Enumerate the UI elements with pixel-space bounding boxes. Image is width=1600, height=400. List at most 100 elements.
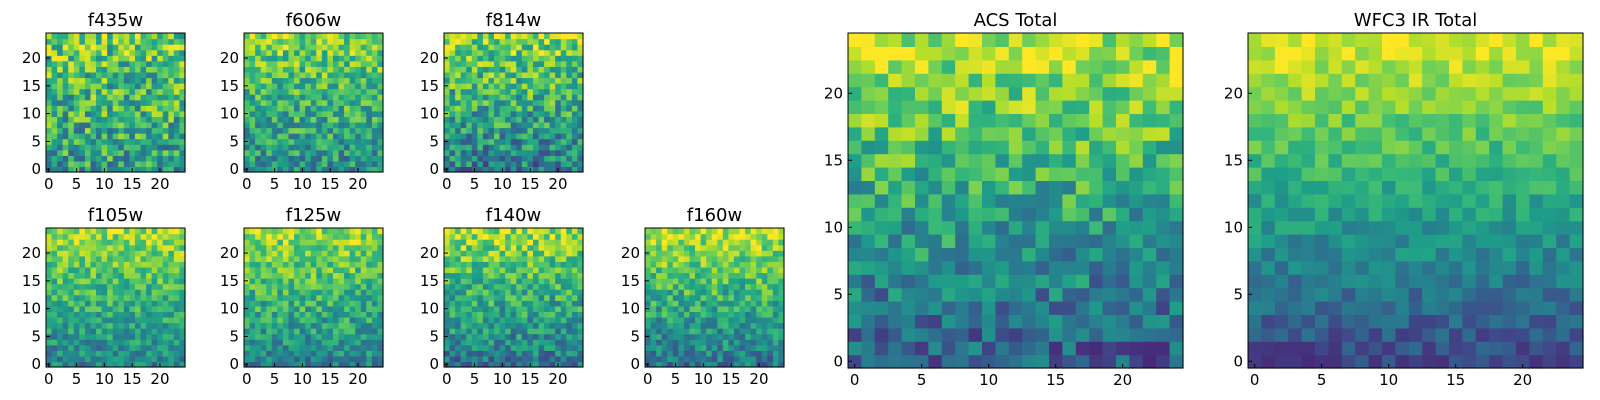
heatmap-cell [678,261,685,268]
heatmap-cell [728,316,735,324]
heatmap-cell [555,261,562,268]
heatmap-cell [360,88,367,95]
heatmap-cell [344,133,351,140]
heatmap-cell [146,66,153,73]
heatmap-cell [717,272,724,279]
heatmap-cell [527,99,534,106]
heatmap-cell [271,49,278,56]
heatmap-cell [57,60,64,67]
heatmap-cell [288,44,295,51]
heatmap-cell [861,301,876,315]
heatmap-cell [140,328,147,335]
heatmap-cell [505,49,512,56]
heatmap-cell [577,233,584,240]
heatmap-cell [332,33,340,40]
heatmap-cell [321,83,328,90]
heatmap-cell [57,289,64,296]
heatmap-cell [327,239,334,246]
heatmap-cell [62,322,69,329]
heatmap-cell [767,294,774,301]
heatmap-cell [173,60,181,67]
heatmap-cell [68,88,75,95]
heatmap-cell [560,289,567,296]
heatmap-cell [62,361,69,368]
heatmap-cell [728,350,735,357]
heatmap-cell [271,250,278,257]
heatmap-cell [57,44,64,51]
heatmap-cell [249,355,256,363]
heatmap-cell [151,350,158,357]
heatmap-cell [874,287,889,302]
heatmap-cell [494,160,501,168]
heatmap-cell [96,60,103,67]
heatmap-cell [90,49,97,56]
heatmap-cell [101,94,108,101]
heatmap-cell [767,228,774,235]
heatmap-cell [366,88,373,95]
heatmap-cell [179,300,186,307]
heatmap-cell [266,105,273,112]
heatmap-cell [327,228,334,235]
heatmap-cell [888,354,903,369]
heatmap-cell [700,289,707,296]
heatmap-cell [941,220,956,235]
heatmap-cell [848,274,862,289]
heatmap-cell [455,294,462,301]
heatmap-cell [571,228,579,235]
heatmap-cell [305,344,312,351]
heatmap-cell [560,333,567,340]
heatmap-cell [477,88,484,95]
heatmap-cell [112,228,119,235]
heatmap-cell [294,316,301,324]
heatmap-cell [305,83,312,90]
heatmap-cell [332,77,340,84]
heatmap-cell [521,105,528,112]
heatmap-cell [84,88,92,95]
heatmap-cell [689,311,696,318]
heatmap-cell [51,283,58,290]
heatmap-cell [360,228,367,235]
heatmap-cell [717,350,724,357]
heatmap-cell [249,316,256,324]
heatmap-cell [118,261,125,268]
heatmap-cell [968,234,983,248]
heatmap-cell [327,110,334,117]
heatmap-cell [146,278,153,285]
heatmap-cell [460,350,467,357]
heatmap-cell [305,300,312,307]
heatmap-cell [162,294,169,301]
heatmap-cell [349,278,356,285]
heatmap-cell [661,311,668,318]
heatmap-cell [717,228,724,235]
heatmap-cell [538,160,545,168]
heatmap-cell [745,311,752,318]
heatmap-cell [366,361,373,368]
heatmap-cell [915,220,929,235]
heatmap-cell [344,233,351,240]
heatmap-cell [577,166,584,173]
heatmap-cell [79,49,86,56]
heatmap-cell [173,94,181,101]
heatmap-cell [349,149,356,156]
heatmap-cell [168,289,175,296]
heatmap-cell [62,339,69,346]
heatmap-cell [700,316,707,324]
heatmap-cell [299,160,306,168]
heatmap-cell [96,244,103,251]
heatmap-cell [1075,354,1090,369]
heatmap-cell [728,328,735,335]
heatmap-cell [555,133,562,140]
heatmap-cell [146,255,153,262]
heatmap-cell [532,155,540,162]
heatmap-cell [455,38,462,45]
heatmap-cell [566,116,573,123]
heatmap-cell [151,121,158,129]
heatmap-cell [767,355,774,363]
heatmap-cell [288,361,295,368]
heatmap-cell [168,155,175,162]
heatmap-cell [134,88,142,95]
heatmap-cell [73,350,80,357]
heatmap-cell [745,261,752,268]
heatmap-cell [477,105,484,112]
heatmap-cell [157,266,164,274]
